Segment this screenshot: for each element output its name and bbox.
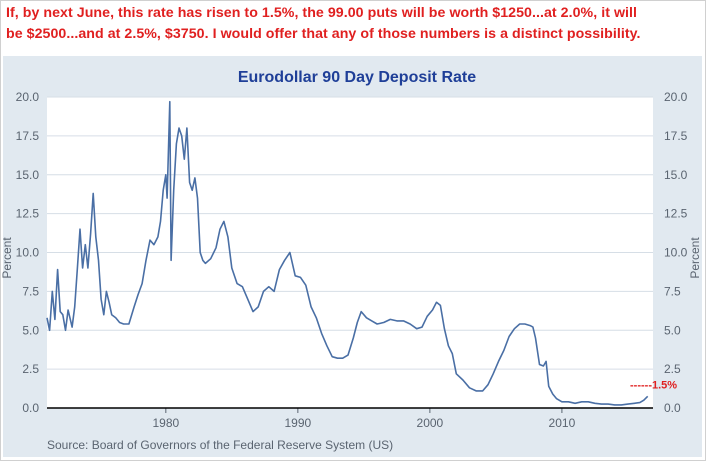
series-line <box>46 100 649 406</box>
y-tick-right-3: 7.5 <box>664 284 681 298</box>
x-tick-0: 1980 <box>152 416 179 430</box>
y-tick-right-1: 2.5 <box>664 362 681 376</box>
chart-title: Eurodollar 90 Day Deposit Rate <box>238 69 476 86</box>
y-tick-right-4: 10.0 <box>664 246 688 260</box>
y-tick-left-2: 5.0 <box>22 323 39 337</box>
y-axis-label-right: Percent <box>688 237 702 279</box>
annotation-1-5-percent: ------1.5% <box>630 380 677 392</box>
y-tick-left-5: 12.5 <box>16 207 40 221</box>
y-axis-label-left: Percent <box>0 237 14 279</box>
y-tick-right-7: 17.5 <box>664 129 688 143</box>
commentary-line-2: be $2500...and at 2.5%, $3750. I would o… <box>6 26 641 42</box>
y-tick-left-6: 15.0 <box>16 168 40 182</box>
y-tick-right-0: 0.0 <box>664 401 681 415</box>
y-tick-left-1: 2.5 <box>22 362 39 376</box>
y-tick-left-8: 20.0 <box>16 90 40 104</box>
x-axis: 1980 1990 2000 2010 <box>152 408 576 430</box>
y-tick-right-8: 20.0 <box>664 90 688 104</box>
y-tick-left-0: 0.0 <box>22 401 39 415</box>
y-tick-left-7: 17.5 <box>16 129 40 143</box>
commentary-line-1: If, by next June, this rate has risen to… <box>6 5 638 21</box>
y-axis-left: 0.0 2.5 5.0 7.5 10.0 12.5 15.0 17.5 20.0 <box>16 90 40 415</box>
y-axis-right: 0.0 2.5 5.0 7.5 10.0 12.5 15.0 17.5 20.0 <box>664 90 688 415</box>
commentary-header: If, by next June, this rate has risen to… <box>6 3 700 53</box>
y-tick-left-3: 7.5 <box>22 284 39 298</box>
y-tick-right-5: 12.5 <box>664 207 688 221</box>
x-tick-2: 2000 <box>417 416 444 430</box>
y-tick-left-4: 10.0 <box>16 246 40 260</box>
y-tick-right-6: 15.0 <box>664 168 688 182</box>
x-tick-3: 2010 <box>549 416 576 430</box>
source-note: Source: Board of Governors of the Federa… <box>47 438 393 452</box>
x-tick-1: 1990 <box>284 416 311 430</box>
y-tick-right-2: 5.0 <box>664 323 681 337</box>
